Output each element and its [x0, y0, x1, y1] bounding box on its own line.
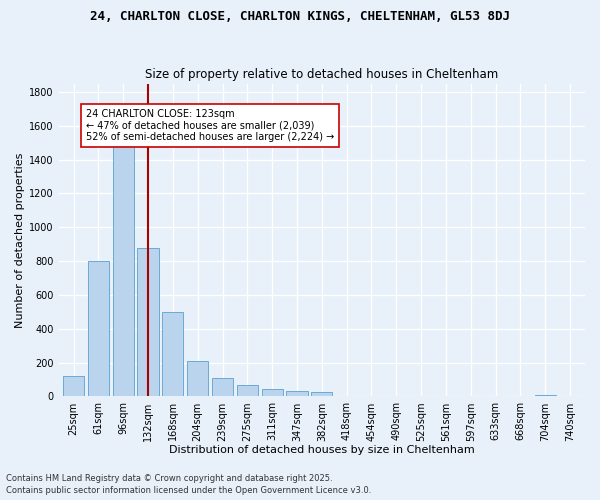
Text: Contains HM Land Registry data © Crown copyright and database right 2025.
Contai: Contains HM Land Registry data © Crown c… [6, 474, 371, 495]
Bar [113, 143, 134, 397]
Y-axis label: Number of detached properties: Number of detached properties [15, 152, 25, 328]
Bar [63, 376, 84, 396]
Bar [262, 389, 283, 396]
Bar [535, 395, 556, 396]
Bar [187, 361, 208, 396]
Text: 24 CHARLTON CLOSE: 123sqm
← 47% of detached houses are smaller (2,039)
52% of se: 24 CHARLTON CLOSE: 123sqm ← 47% of detac… [86, 109, 334, 142]
Title: Size of property relative to detached houses in Cheltenham: Size of property relative to detached ho… [145, 68, 499, 81]
Bar [88, 261, 109, 396]
Bar [286, 390, 308, 396]
Bar [237, 386, 258, 396]
X-axis label: Distribution of detached houses by size in Cheltenham: Distribution of detached houses by size … [169, 445, 475, 455]
Bar [137, 248, 158, 396]
Bar [163, 312, 184, 396]
Bar [212, 378, 233, 396]
Text: 24, CHARLTON CLOSE, CHARLTON KINGS, CHELTENHAM, GL53 8DJ: 24, CHARLTON CLOSE, CHARLTON KINGS, CHEL… [90, 10, 510, 23]
Bar [311, 392, 332, 396]
